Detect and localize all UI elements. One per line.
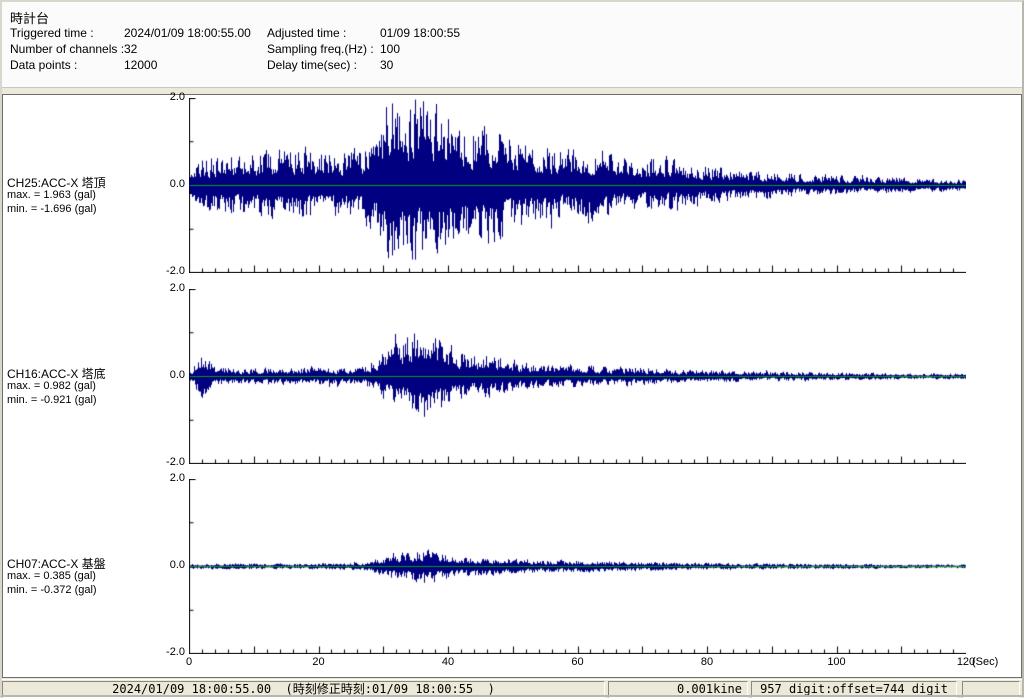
y-axis-tick-label: 0.0 xyxy=(169,178,185,190)
triggered-time-label: Triggered time : xyxy=(10,26,94,40)
channel-name-label: CH16:ACC-X 塔底 xyxy=(7,367,106,381)
channel-min-label: min. = -1.696 (gal) xyxy=(7,203,97,215)
channel-name-label: CH07:ACC-X 基盤 xyxy=(7,557,106,571)
data-points-value: 12000 xyxy=(124,58,158,72)
x-axis-tick-label: 60 xyxy=(571,656,584,668)
x-axis-tick-label: 40 xyxy=(441,656,455,668)
x-axis-tick-label: 120 xyxy=(956,656,976,668)
x-axis-tick-label: 100 xyxy=(827,656,846,668)
x-axis-tick-label: 0 xyxy=(185,656,193,668)
x-axis-tick-label: 80 xyxy=(700,656,714,668)
channel-max-label: max. = 0.385 (gal) xyxy=(7,570,96,582)
sampling-freq-value: 100 xyxy=(380,42,401,56)
channel-name-label: CH25:ACC-X 塔頂 xyxy=(7,176,106,190)
status-digit-cell: 957 digit:offset=744 digit xyxy=(751,681,957,698)
waveform-canvas-2 xyxy=(189,289,966,464)
adjusted-time-label: Adjusted time : xyxy=(267,26,347,40)
status-empty-cell xyxy=(962,681,1020,698)
data-points-label: Data points : xyxy=(10,58,78,72)
channel-min-label: min. = -0.921 (gal) xyxy=(7,394,97,406)
status-kine-cell: 0.001kine xyxy=(608,681,748,698)
triggered-time-value: 2024/01/09 18:00:55.00 xyxy=(124,26,251,40)
channel-min-label: min. = -0.372 (gal) xyxy=(7,584,97,596)
channel-max-label: max. = 1.963 (gal) xyxy=(7,189,96,201)
y-axis-tick-label: -2.0 xyxy=(166,646,185,658)
sampling-freq-label: Sampling freq.(Hz) : xyxy=(267,42,374,56)
y-axis-tick-label: 2.0 xyxy=(169,472,185,484)
waveform-canvas-1 xyxy=(189,98,966,273)
delay-time-value: 30 xyxy=(380,58,394,72)
delay-time-label: Delay time(sec) : xyxy=(267,58,358,72)
chart-row-1: 2.0 0.0 -2.0 CH25:ACC-X 塔頂 max. = 1.963 (gal… xyxy=(3,91,1021,277)
waveform-plot-panel: 2.0 0.0 -2.0 CH25:ACC-X 塔頂 max. = 1.963 (gal… xyxy=(2,91,1022,678)
y-axis-tick-label: 2.0 xyxy=(169,282,185,294)
header-panel: 時計台 Triggered time : 2024/01/09 18:00:55… xyxy=(2,2,1022,88)
window-title: 時計台 xyxy=(10,11,50,26)
chart-row-3: 2.0 0.0 -2.0 CH07:ACC-X 基盤 max. = 0.385 (gal… xyxy=(3,472,1021,668)
chart-row-2: 2.0 0.0 -2.0 CH16:ACC-X 塔底 max. = 0.982 (gal… xyxy=(3,282,1021,468)
status-time-cell: 2024/01/09 18:00:55.00 (時刻修正時刻:01/09 18:… xyxy=(2,681,605,698)
x-axis-tick-label: 20 xyxy=(312,656,325,668)
y-axis-tick-label: 0.0 xyxy=(169,559,185,571)
num-channels-value: 32 xyxy=(124,42,138,56)
adjusted-time-value: 01/09 18:00:55 xyxy=(380,26,461,40)
y-axis-tick-label: -2.0 xyxy=(166,456,185,468)
channel-max-label: max. = 0.982 (gal) xyxy=(7,380,96,392)
waveform-canvas-3 xyxy=(189,479,966,654)
y-axis-tick-label: 0.0 xyxy=(169,369,185,381)
num-channels-label: Number of channels : xyxy=(10,42,125,56)
y-axis-tick-label: 2.0 xyxy=(169,91,185,103)
y-axis-tick-label: -2.0 xyxy=(166,265,185,277)
status-bar: 2024/01/09 18:00:55.00 (時刻修正時刻:01/09 18:… xyxy=(0,679,1024,698)
x-axis-unit-label: (Sec) xyxy=(972,656,999,668)
